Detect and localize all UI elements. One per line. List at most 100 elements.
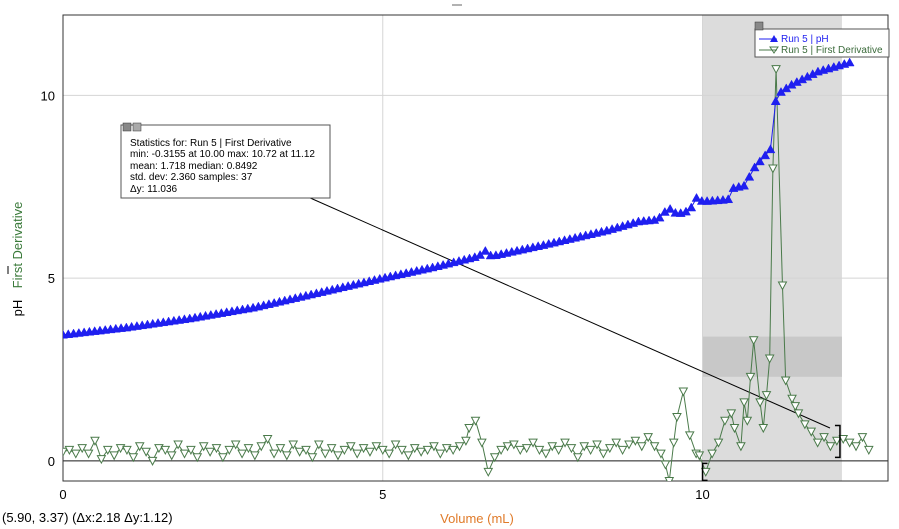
derivative-point xyxy=(397,445,407,455)
x-tick-label: 0 xyxy=(59,487,66,502)
derivative-point xyxy=(643,433,654,443)
derivative-point xyxy=(186,445,196,455)
derivative-point xyxy=(134,442,145,452)
derivative-point xyxy=(745,372,756,382)
right-bracket-icon[interactable] xyxy=(834,424,841,459)
derivative-point xyxy=(521,444,532,454)
derivative-point xyxy=(678,387,689,397)
derivative-point xyxy=(269,449,279,459)
derivative-point xyxy=(713,438,724,448)
derivative-point xyxy=(739,398,749,408)
y-tick-labels: 0 5 10 xyxy=(41,88,55,468)
derivative-point xyxy=(122,445,132,455)
legend-item-derivative: Run 5 | First Derivative xyxy=(781,45,883,56)
derivative-point xyxy=(592,440,602,450)
derivative-point xyxy=(553,445,564,455)
ph-point xyxy=(770,96,781,105)
derivative-point xyxy=(768,164,778,174)
derivative-point xyxy=(102,445,113,455)
derivative-point xyxy=(528,438,538,448)
derivative-point xyxy=(611,438,622,448)
derivative-point xyxy=(179,449,190,459)
derivative-point xyxy=(819,433,829,443)
ph-point xyxy=(480,245,491,255)
derivative-point xyxy=(617,445,628,455)
derivative-point xyxy=(326,444,337,454)
stats-line-minmax: min: -0.3155 at 10.00 max: 10.72 at 11.1… xyxy=(130,149,315,160)
legend-close-icon[interactable] xyxy=(754,21,764,31)
ph-point xyxy=(691,192,702,202)
derivative-point xyxy=(707,449,717,459)
derivative-point xyxy=(365,447,375,457)
stats-line-delta-y: Δy: 11.036 xyxy=(130,184,178,195)
ph-point xyxy=(654,212,665,222)
derivative-point xyxy=(812,438,823,448)
legend[interactable]: Run 5 | pH Run 5 | First Derivative xyxy=(754,21,890,58)
derivative-point xyxy=(384,449,394,459)
ph-point xyxy=(754,156,765,166)
derivative-point xyxy=(489,453,500,463)
derivative-point xyxy=(585,445,596,455)
derivative-point xyxy=(109,451,119,461)
ph-point xyxy=(665,203,676,213)
ph-point xyxy=(739,180,749,190)
derivative-point xyxy=(825,442,836,452)
y-tick-label: 5 xyxy=(48,271,55,286)
derivative-point xyxy=(700,467,711,477)
derivative-point xyxy=(454,442,465,452)
stats-line-stddev: std. dev: 2.360 samples: 37 xyxy=(130,172,253,183)
derivative-point xyxy=(211,444,222,454)
selection-brackets[interactable] xyxy=(701,424,841,482)
statistics-options-icon[interactable] xyxy=(132,122,142,132)
derivative-point xyxy=(470,416,481,426)
legend-frame xyxy=(754,28,890,58)
derivative-point xyxy=(496,445,506,455)
ph-point xyxy=(760,150,771,160)
y-axis-title-derivative: First Derivative xyxy=(10,202,25,289)
derivative-point xyxy=(333,451,343,461)
statistics-close-icon[interactable] xyxy=(122,122,132,132)
derivative-point xyxy=(230,440,241,450)
derivative-point xyxy=(515,445,526,455)
coordinate-readout: (5.90, 3.37) (Δx:2.18 Δy:1.12) xyxy=(2,510,173,525)
ph-point xyxy=(765,144,776,154)
derivative-point xyxy=(435,449,446,459)
derivative-point xyxy=(205,447,215,457)
derivative-point xyxy=(237,449,247,459)
derivative-point xyxy=(352,449,363,459)
derivative-point xyxy=(664,477,675,481)
derivative-point xyxy=(672,413,682,423)
derivative-point xyxy=(790,402,801,412)
derivative-point xyxy=(141,447,151,457)
derivative-point xyxy=(313,440,324,450)
derivative-point xyxy=(748,336,759,346)
derivative-point xyxy=(307,453,318,463)
x-tick-labels: 0 5 10 xyxy=(59,487,709,502)
left-bracket-icon[interactable] xyxy=(701,462,708,482)
selected-region[interactable] xyxy=(702,15,842,481)
legend-item-ph: Run 5 | pH xyxy=(781,34,829,45)
derivative-point xyxy=(742,416,753,426)
derivative-point xyxy=(166,451,177,461)
derivative-point xyxy=(250,451,260,461)
ph-series xyxy=(63,57,855,339)
derivative-point xyxy=(729,424,740,434)
derivative-point xyxy=(63,447,68,457)
ph-point xyxy=(844,57,855,67)
first-derivative-series xyxy=(63,65,874,481)
x-axis-title: Volume (mL) xyxy=(440,511,514,526)
derivative-point xyxy=(448,445,458,455)
derivative-point xyxy=(77,444,88,454)
x-tick-label: 5 xyxy=(379,487,386,502)
statistics-box[interactable]: Statistics for: Run 5 | First Derivative… xyxy=(120,122,331,199)
derivative-point xyxy=(502,442,513,452)
derivative-point xyxy=(509,440,519,450)
derivative-point xyxy=(429,442,439,452)
derivative-point xyxy=(649,442,660,452)
derivative-point xyxy=(288,440,299,450)
derivative-point xyxy=(761,391,772,401)
derivative-point xyxy=(275,444,286,454)
derivative-point xyxy=(636,442,647,452)
derivative-point xyxy=(192,453,203,463)
